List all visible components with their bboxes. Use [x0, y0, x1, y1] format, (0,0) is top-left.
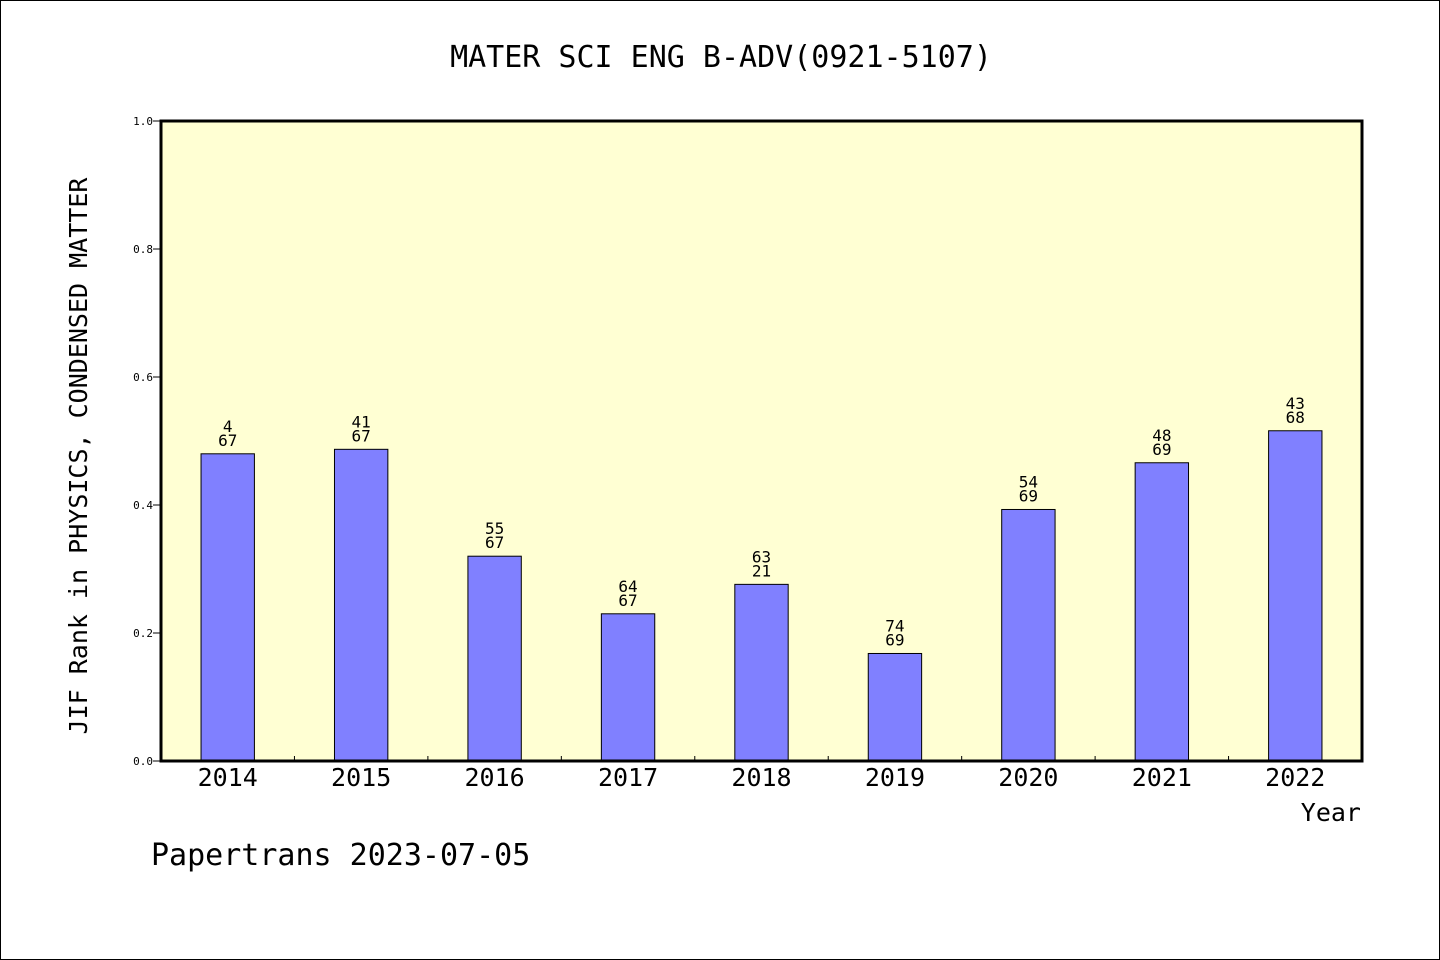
y-tick-label: 1.0 [133, 115, 153, 128]
bar-2014 [200, 453, 255, 762]
y-axis-label: JIF Rank in PHYSICS, CONDENSED MATTER [64, 177, 93, 735]
bar-label-bottom: 67 [485, 533, 504, 552]
bar-label-top: 64 [618, 577, 637, 596]
bar-label-bottom: 21 [752, 561, 771, 580]
bar-series [200, 430, 1323, 762]
bar-label-top: 41 [352, 412, 371, 431]
bar-label-top: 74 [885, 616, 904, 635]
bar-label-top: 63 [752, 547, 771, 566]
bar-label-top: 4 [223, 417, 233, 436]
bar-label-top: 48 [1152, 426, 1171, 445]
x-tick-label: 2019 [865, 763, 925, 792]
bar-2020 [1001, 508, 1056, 762]
x-tick-label: 2022 [1265, 763, 1325, 792]
y-tick-label: 0.6 [133, 371, 153, 384]
x-tick-label: 2021 [1132, 763, 1192, 792]
x-tick-label: 2020 [998, 763, 1058, 792]
x-tick-label: 2014 [198, 763, 258, 792]
x-axis: 2014 2015 2016 2017 2018 2019 2020 2021 2022 [198, 756, 1325, 792]
bar-label-top: 54 [1019, 472, 1038, 491]
bar-label-bottom: 67 [618, 591, 637, 610]
x-tick-label: 2017 [598, 763, 658, 792]
bar-2022 [1268, 430, 1323, 762]
x-tick-label: 2018 [731, 763, 791, 792]
bar-2017 [600, 613, 656, 762]
bar-label-bottom: 68 [1286, 408, 1305, 427]
bar-label-bottom: 67 [352, 426, 371, 445]
bar-label-bottom: 67 [218, 431, 237, 450]
plot-border [159, 119, 1364, 763]
bar-label-bottom: 69 [1019, 486, 1038, 505]
y-tick-label: 0.4 [133, 499, 153, 512]
x-tick-label: 2016 [465, 763, 525, 792]
footer-credit: Papertrans 2023-07-05 [151, 838, 530, 873]
bar-2015 [333, 448, 389, 762]
y-tick-label: 0.8 [133, 243, 153, 256]
bar-label-top: 55 [485, 519, 504, 538]
bar-label-bottom: 69 [885, 630, 904, 649]
y-axis: 0.0 0.2 0.4 0.6 0.8 1.0 [133, 115, 161, 768]
x-tick-label: 2015 [331, 763, 391, 792]
bar-2018 [734, 583, 789, 762]
bar-2016 [467, 555, 522, 762]
y-tick-label: 0.0 [133, 755, 153, 768]
bar-label-top: 43 [1286, 394, 1305, 413]
bar-2021 [1134, 462, 1190, 762]
bar-label-bottom: 69 [1152, 440, 1171, 459]
chart-title: MATER SCI ENG B-ADV(0921-5107) [450, 40, 992, 75]
x-axis-label: Year [1301, 798, 1361, 827]
bar-2019 [867, 652, 923, 762]
y-tick-label: 0.2 [133, 627, 153, 640]
